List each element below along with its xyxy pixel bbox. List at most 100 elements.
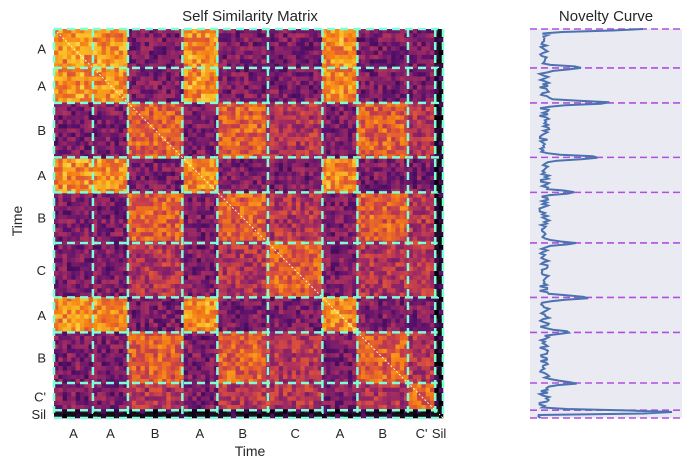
ssm-cell xyxy=(430,132,435,138)
ssm-cell xyxy=(136,206,141,211)
ssm-cell xyxy=(252,41,258,47)
ssm-cell xyxy=(149,41,154,47)
ssm-cell xyxy=(79,162,85,168)
ssm-cell xyxy=(226,150,232,155)
ssm-cell xyxy=(326,245,331,250)
ssm-cell xyxy=(317,249,323,255)
ssm-cell xyxy=(239,253,245,259)
ssm-cell xyxy=(79,145,85,151)
ssm-cell xyxy=(105,115,111,121)
ssm-cell xyxy=(92,37,98,43)
ssm-cell xyxy=(187,262,193,268)
ssm-cell xyxy=(412,227,418,233)
ssm-cell xyxy=(334,175,340,181)
ssm-cell xyxy=(300,93,305,99)
ssm-cell xyxy=(244,245,249,250)
ssm-cell xyxy=(261,158,267,164)
ssm-cell xyxy=(162,150,167,155)
ssm-cell xyxy=(352,137,357,142)
ssm-cell xyxy=(421,128,427,134)
ssm-cell xyxy=(274,37,280,43)
ssm-cell xyxy=(265,89,271,95)
ssm-cell xyxy=(127,232,133,237)
ssm-cell xyxy=(84,67,89,73)
ssm-cell xyxy=(369,171,375,177)
ssm-cell xyxy=(313,76,318,82)
ssm-cell xyxy=(382,93,388,99)
ssm-cell xyxy=(75,59,81,64)
ssm-cell xyxy=(360,162,366,168)
ssm-cell xyxy=(239,98,245,103)
ssm-cell xyxy=(105,245,111,250)
ssm-cell xyxy=(222,245,228,250)
ssm-cell xyxy=(196,180,202,185)
ssm-cell xyxy=(395,232,401,237)
ssm-cell xyxy=(309,41,314,47)
ssm-cell xyxy=(170,167,176,172)
ssm-cell xyxy=(153,46,159,51)
ssm-cell xyxy=(101,80,107,86)
ssm-cell xyxy=(175,59,180,64)
ssm-cell xyxy=(84,50,89,56)
ssm-cell xyxy=(175,37,180,43)
ssm-cell xyxy=(97,59,102,64)
ssm-cell xyxy=(58,54,63,60)
ssm-cell xyxy=(127,111,133,116)
ssm-cell xyxy=(244,184,249,190)
ssm-cell xyxy=(395,33,401,38)
ssm-cell xyxy=(127,193,133,198)
ssm-cell xyxy=(200,98,206,103)
ssm-cell xyxy=(196,249,202,255)
ssm-cell xyxy=(395,89,401,95)
ssm-cell xyxy=(408,141,414,146)
ssm-cell xyxy=(304,50,310,56)
ssm-cell xyxy=(365,137,370,142)
ssm-cell xyxy=(162,132,167,138)
ssm-cell xyxy=(373,249,379,255)
ssm-cell xyxy=(257,89,262,95)
ssm-cell xyxy=(170,253,176,259)
ssm-cell xyxy=(71,245,76,250)
ssm-cell xyxy=(66,206,72,211)
ssm-cell xyxy=(257,111,262,116)
ssm-cell xyxy=(404,128,409,134)
ssm-cell xyxy=(187,80,193,86)
ssm-cell xyxy=(270,158,275,164)
ssm-cell xyxy=(205,76,210,82)
ssm-cell xyxy=(110,223,115,229)
ssm-cell xyxy=(105,214,111,220)
ssm-cell xyxy=(226,89,232,95)
ssm-cell xyxy=(166,197,171,203)
ssm-cell xyxy=(382,63,388,69)
ssm-cell xyxy=(417,175,422,181)
ssm-cell xyxy=(386,29,392,34)
ssm-cell xyxy=(343,184,349,190)
ssm-cell xyxy=(296,41,301,47)
ssm-cell xyxy=(434,236,439,242)
ssm-cell xyxy=(114,128,120,134)
ssm-cell xyxy=(283,124,288,129)
ssm-cell xyxy=(101,115,107,121)
ssm-cell xyxy=(153,115,159,121)
ssm-cell xyxy=(434,158,439,164)
ssm-cell xyxy=(304,262,310,268)
ssm-cell xyxy=(257,201,262,207)
ssm-cell xyxy=(157,106,163,112)
ssm-cell xyxy=(140,63,146,69)
ssm-cell xyxy=(127,210,133,216)
ssm-cell xyxy=(239,167,245,172)
ssm-cell xyxy=(149,175,154,181)
ssm-cell xyxy=(417,184,422,190)
ssm-cell xyxy=(166,232,171,237)
ssm-cell xyxy=(170,41,176,47)
ssm-cell xyxy=(153,41,159,47)
ssm-cell xyxy=(378,162,383,168)
ssm-cell xyxy=(404,50,409,56)
ssm-cell xyxy=(183,214,189,220)
ssm-cell xyxy=(239,41,245,47)
ssm-cell xyxy=(425,171,431,177)
ssm-cell xyxy=(157,262,163,268)
ssm-cell xyxy=(339,167,344,172)
ssm-cell xyxy=(304,258,310,263)
ssm-cell xyxy=(321,72,327,77)
